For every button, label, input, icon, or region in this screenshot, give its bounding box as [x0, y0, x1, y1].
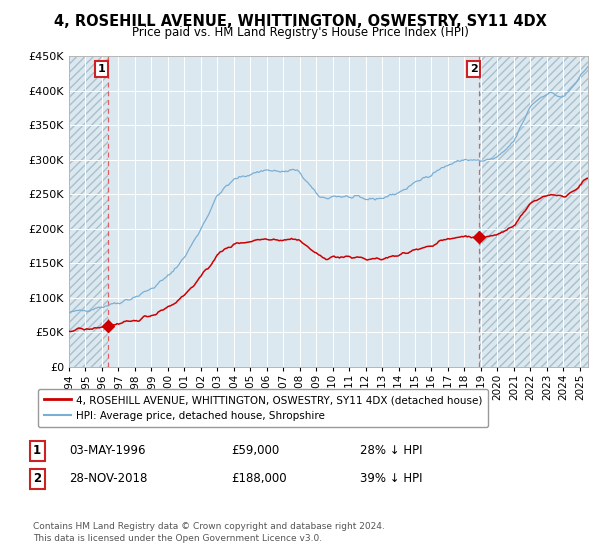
- Legend: 4, ROSEHILL AVENUE, WHITTINGTON, OSWESTRY, SY11 4DX (detached house), HPI: Avera: 4, ROSEHILL AVENUE, WHITTINGTON, OSWESTR…: [38, 389, 488, 427]
- Text: Price paid vs. HM Land Registry's House Price Index (HPI): Price paid vs. HM Land Registry's House …: [131, 26, 469, 39]
- Text: 2: 2: [470, 64, 478, 74]
- Bar: [479, 56, 588, 367]
- Text: £188,000: £188,000: [231, 472, 287, 486]
- Bar: [69, 56, 107, 367]
- Text: 2: 2: [33, 472, 41, 486]
- Text: 28% ↓ HPI: 28% ↓ HPI: [360, 444, 422, 458]
- Text: Contains HM Land Registry data © Crown copyright and database right 2024.
This d: Contains HM Land Registry data © Crown c…: [33, 522, 385, 543]
- Text: 03-MAY-1996: 03-MAY-1996: [69, 444, 146, 458]
- Text: 28-NOV-2018: 28-NOV-2018: [69, 472, 148, 486]
- Text: 4, ROSEHILL AVENUE, WHITTINGTON, OSWESTRY, SY11 4DX: 4, ROSEHILL AVENUE, WHITTINGTON, OSWESTR…: [53, 14, 547, 29]
- Text: £59,000: £59,000: [231, 444, 279, 458]
- Text: 39% ↓ HPI: 39% ↓ HPI: [360, 472, 422, 486]
- Text: 1: 1: [98, 64, 106, 74]
- Text: 1: 1: [33, 444, 41, 458]
